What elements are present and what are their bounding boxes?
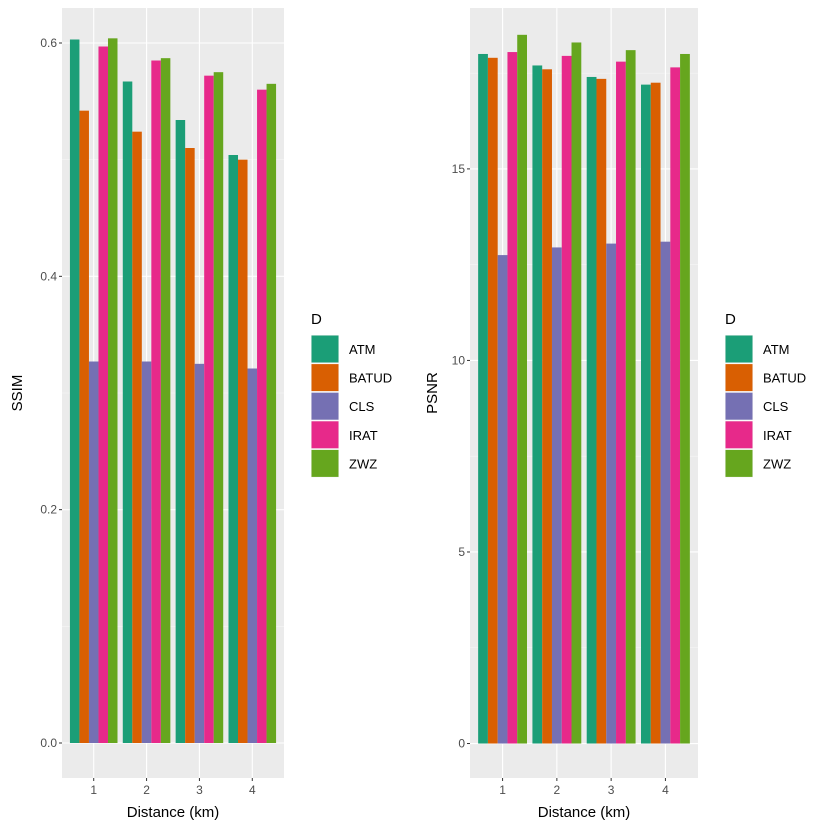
ssim-y-tick-label: 0.4 [40, 269, 57, 283]
psnr-legend-label-irat: IRAT [763, 428, 792, 443]
ssim-bar-zwz-2 [160, 58, 171, 743]
psnr-bar-cls-1 [497, 255, 508, 744]
psnr-bar-batud-4 [650, 82, 661, 744]
psnr-bar-batud-1 [487, 57, 498, 744]
ssim-legend: D ATM BATUD CLS IRAT ZWZ [311, 311, 392, 478]
ssim-bar-irat-3 [204, 75, 214, 743]
ssim-bar-zwz-4 [266, 83, 277, 744]
psnr-legend-label-zwz: ZWZ [763, 456, 791, 471]
ssim-legend-swatch-atm [311, 335, 339, 363]
psnr-y-tick-label: 10 [452, 353, 466, 367]
ssim-bar-irat-1 [98, 46, 108, 743]
psnr-legend-swatch-atm [725, 335, 753, 363]
psnr-bar-cls-2 [551, 247, 562, 744]
psnr-y-tick-label: 15 [452, 162, 466, 176]
ssim-legend-label-irat: IRAT [349, 428, 378, 443]
psnr-x-axis: 1 2 3 4 [499, 778, 669, 797]
ssim-bar-batud-3 [185, 148, 195, 743]
psnr-legend-label-atm: ATM [763, 342, 789, 357]
psnr-legend-swatch-zwz [725, 449, 753, 477]
psnr-legend-label-cls: CLS [763, 399, 789, 414]
psnr-bar-irat-4 [670, 67, 681, 744]
ssim-chart: 0.0 0.2 0.4 0.6 1 2 3 4 Distance (km) SSIM D A… [9, 8, 392, 821]
ssim-bar-atm-4 [228, 155, 239, 743]
psnr-bar-zwz-2 [571, 42, 582, 744]
psnr-bar-irat-1 [507, 52, 518, 744]
ssim-bar-zwz-1 [107, 38, 118, 744]
ssim-x-tick-label: 2 [143, 783, 150, 797]
psnr-legend: D ATM BATUD CLS IRAT ZWZ [725, 311, 806, 478]
ssim-bar-zwz-3 [213, 72, 224, 743]
ssim-x-tick-label: 4 [249, 783, 256, 797]
psnr-x-tick-label: 2 [554, 783, 561, 797]
psnr-bar-atm-3 [586, 76, 597, 744]
ssim-legend-swatch-batud [311, 364, 339, 392]
psnr-bar-irat-3 [616, 61, 626, 744]
ssim-y-tick-label: 0.0 [40, 736, 57, 750]
psnr-legend-title: D [725, 311, 736, 328]
ssim-y-tick-label: 0.2 [40, 503, 57, 517]
ssim-bar-cls-3 [194, 363, 205, 743]
psnr-bar-batud-3 [596, 78, 607, 744]
ssim-bar-atm-1 [69, 39, 80, 743]
psnr-chart: 0 5 10 15 1 2 3 4 Distance (km) PSNR D ATM BATU… [424, 8, 806, 821]
ssim-bar-irat-4 [257, 89, 267, 743]
ssim-x-tick-label: 1 [90, 783, 97, 797]
ssim-y-axis: 0.0 0.2 0.4 0.6 [40, 36, 62, 750]
ssim-legend-swatch-cls [311, 392, 339, 420]
psnr-x-tick-label: 4 [662, 783, 669, 797]
psnr-bar-irat-2 [561, 55, 572, 744]
ssim-x-axis-title: Distance (km) [127, 804, 220, 821]
psnr-bars [478, 34, 690, 744]
ssim-bar-irat-2 [151, 60, 161, 743]
ssim-x-axis: 1 2 3 4 [90, 778, 256, 797]
ssim-y-tick-label: 0.6 [40, 36, 57, 50]
ssim-bar-cls-2 [141, 361, 152, 743]
psnr-bar-zwz-1 [517, 34, 527, 744]
psnr-legend-swatch-cls [725, 392, 753, 420]
ssim-legend-label-cls: CLS [349, 399, 375, 414]
ssim-bar-batud-4 [238, 159, 248, 743]
ssim-legend-swatch-zwz [311, 449, 339, 477]
ssim-bars [69, 38, 277, 744]
ssim-legend-label-atm: ATM [349, 342, 375, 357]
psnr-y-tick-label: 0 [458, 737, 465, 751]
psnr-bar-cls-3 [606, 243, 617, 744]
psnr-y-axis-title: PSNR [424, 372, 441, 414]
psnr-bar-zwz-3 [625, 50, 636, 744]
psnr-bar-batud-2 [542, 69, 552, 744]
ssim-y-axis-title: SSIM [9, 375, 26, 412]
psnr-bar-atm-4 [641, 84, 651, 744]
psnr-bar-atm-2 [532, 65, 543, 744]
ssim-bar-cls-1 [88, 361, 99, 743]
psnr-legend-swatch-irat [725, 421, 753, 449]
psnr-y-tick-label: 5 [458, 545, 465, 559]
ssim-bar-atm-2 [122, 81, 133, 743]
ssim-legend-title: D [311, 311, 322, 328]
ssim-legend-label-batud: BATUD [349, 371, 392, 386]
psnr-legend-swatch-batud [725, 364, 753, 392]
ssim-bar-cls-4 [247, 368, 258, 743]
psnr-y-axis: 0 5 10 15 [452, 162, 470, 751]
psnr-bar-cls-4 [660, 241, 671, 744]
psnr-bar-zwz-4 [680, 53, 690, 744]
psnr-x-tick-label: 3 [608, 783, 615, 797]
psnr-legend-label-batud: BATUD [763, 371, 806, 386]
psnr-x-tick-label: 1 [499, 783, 506, 797]
psnr-bar-atm-1 [478, 53, 488, 744]
ssim-bar-atm-3 [175, 120, 186, 743]
ssim-bar-batud-1 [79, 110, 89, 743]
psnr-x-axis-title: Distance (km) [538, 804, 631, 821]
ssim-legend-label-zwz: ZWZ [349, 456, 377, 471]
ssim-bar-batud-2 [132, 131, 142, 743]
ssim-x-tick-label: 3 [196, 783, 203, 797]
ssim-legend-swatch-irat [311, 421, 339, 449]
